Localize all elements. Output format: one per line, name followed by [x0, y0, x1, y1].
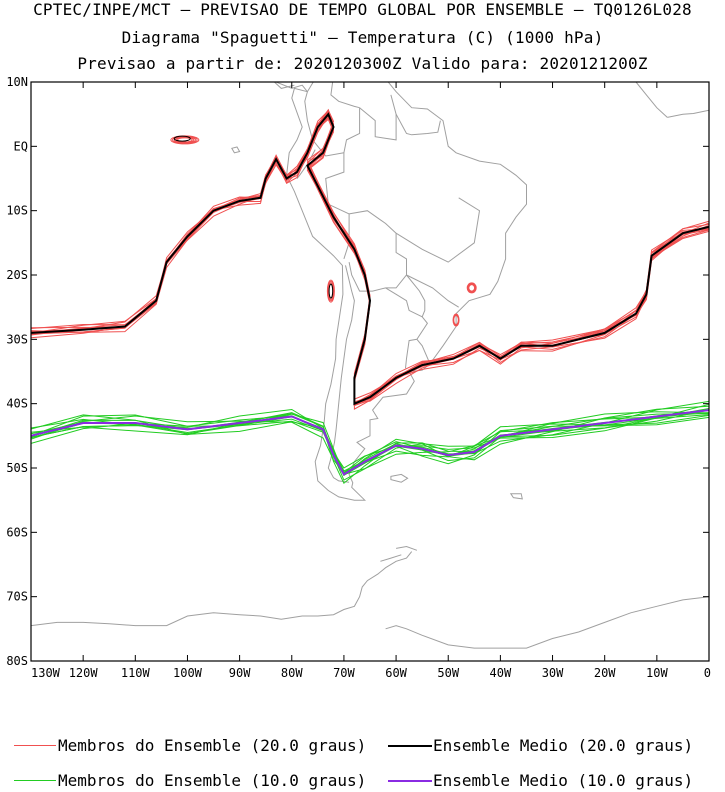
forecast-validity: Previsao a partir de: 2020120300Z Valido…: [77, 54, 648, 73]
member-20-contour: [31, 109, 709, 405]
south-georgia-coast: [509, 493, 523, 500]
border: [359, 94, 397, 141]
border: [395, 113, 441, 136]
member-20-contour: [31, 111, 709, 407]
member-20-contour: [31, 116, 709, 403]
legend-swatch-mean-20: [388, 745, 432, 747]
lat-label: 60S: [6, 525, 28, 539]
caribbean-coast: [273, 82, 295, 89]
member-20-contour: [31, 113, 709, 404]
member-20-contour: [31, 113, 709, 400]
border: [395, 197, 481, 263]
legend-swatch-mean-10: [388, 780, 432, 782]
cell-20-member: [466, 282, 477, 294]
africa-coast: [667, 109, 709, 118]
antarctic-coast: [31, 551, 413, 627]
member-20-contour: [31, 108, 709, 406]
legend-swatch-members-10: [14, 780, 56, 781]
mean-10-contour: [31, 409, 709, 476]
south-america-coast: [286, 82, 527, 501]
border: [406, 274, 459, 308]
lon-label: 80W: [281, 666, 303, 680]
lat-label: 10N: [6, 75, 28, 89]
lat-label: 80S: [6, 654, 28, 668]
cell-20-member: [468, 284, 476, 292]
member-20-contour: [31, 112, 709, 410]
contour-lines: [31, 108, 709, 484]
lon-label: 20W: [594, 666, 616, 680]
lat-label: 40S: [6, 397, 28, 411]
lon-label: 10W: [646, 666, 668, 680]
lon-label: 40W: [490, 666, 512, 680]
chart-title: CPTEC/INPE/MCT – PREVISAO DE TEMPO GLOBA…: [33, 0, 692, 19]
lon-label: 50W: [437, 666, 459, 680]
lon-label: 70W: [333, 666, 355, 680]
cell-20-member: [467, 283, 476, 293]
lon-label: 60W: [385, 666, 407, 680]
africa-coast: [635, 82, 636, 83]
member-20-contour: [31, 114, 709, 405]
border: [416, 338, 431, 364]
member-20-contour: [31, 109, 709, 405]
lon-label: 90W: [229, 666, 251, 680]
cell-20-member: [467, 282, 477, 293]
cell-20-mean: [328, 283, 334, 299]
lon-label: 100W: [173, 666, 203, 680]
chart-subtitle: Diagrama "Spaguetti" – Temperatura (C) (…: [121, 28, 604, 47]
border: [348, 210, 407, 292]
antarctic-coast: [380, 554, 402, 562]
south-shetland-coast: [396, 545, 418, 551]
cell-20-member: [453, 314, 459, 326]
central-america-coast: [274, 82, 308, 93]
member-20-contour: [31, 117, 709, 404]
border: [405, 316, 429, 369]
legend-members-20: Membros do Ensemble (20.0 graus): [58, 736, 367, 755]
legend-mean-20: Ensemble Medio (20.0 graus): [433, 736, 694, 755]
cell-20-mean: [173, 135, 191, 142]
cell-20-member: [177, 137, 193, 143]
africa-coast: [635, 82, 668, 118]
mean-20-contour: [31, 112, 709, 406]
legend-swatch-members-20: [14, 745, 56, 746]
lon-label: 130W: [31, 666, 61, 680]
border: [327, 265, 355, 483]
lat-label: 50S: [6, 461, 28, 475]
member-20-contour: [31, 114, 709, 405]
lon-label: 120W: [69, 666, 99, 680]
falklands-coast: [390, 473, 409, 483]
lat-label: 70S: [6, 590, 28, 604]
antarctic-coast: [385, 596, 709, 649]
map-frame: [30, 81, 710, 662]
lat-label: 20S: [6, 268, 28, 282]
border: [325, 107, 361, 260]
member-10-contour: [31, 408, 709, 484]
legend-mean-10: Ensemble Medio (10.0 graus): [433, 771, 694, 790]
lon-label: 30W: [542, 666, 564, 680]
border: [330, 82, 360, 109]
lon-label: 110W: [121, 666, 151, 680]
legend-members-10: Membros do Ensemble (10.0 graus): [58, 771, 367, 790]
member-20-contour: [31, 113, 709, 406]
member-10-contour: [31, 400, 709, 476]
member-20-contour: [31, 111, 709, 407]
coastlines: [31, 82, 709, 649]
lon-label: 0: [704, 666, 711, 680]
member-20-contour: [31, 118, 709, 405]
lat-label: 30S: [6, 332, 28, 346]
lat-label: EQ: [14, 139, 28, 153]
galapagos-coast: [231, 146, 241, 154]
lat-label: 10S: [6, 204, 28, 218]
